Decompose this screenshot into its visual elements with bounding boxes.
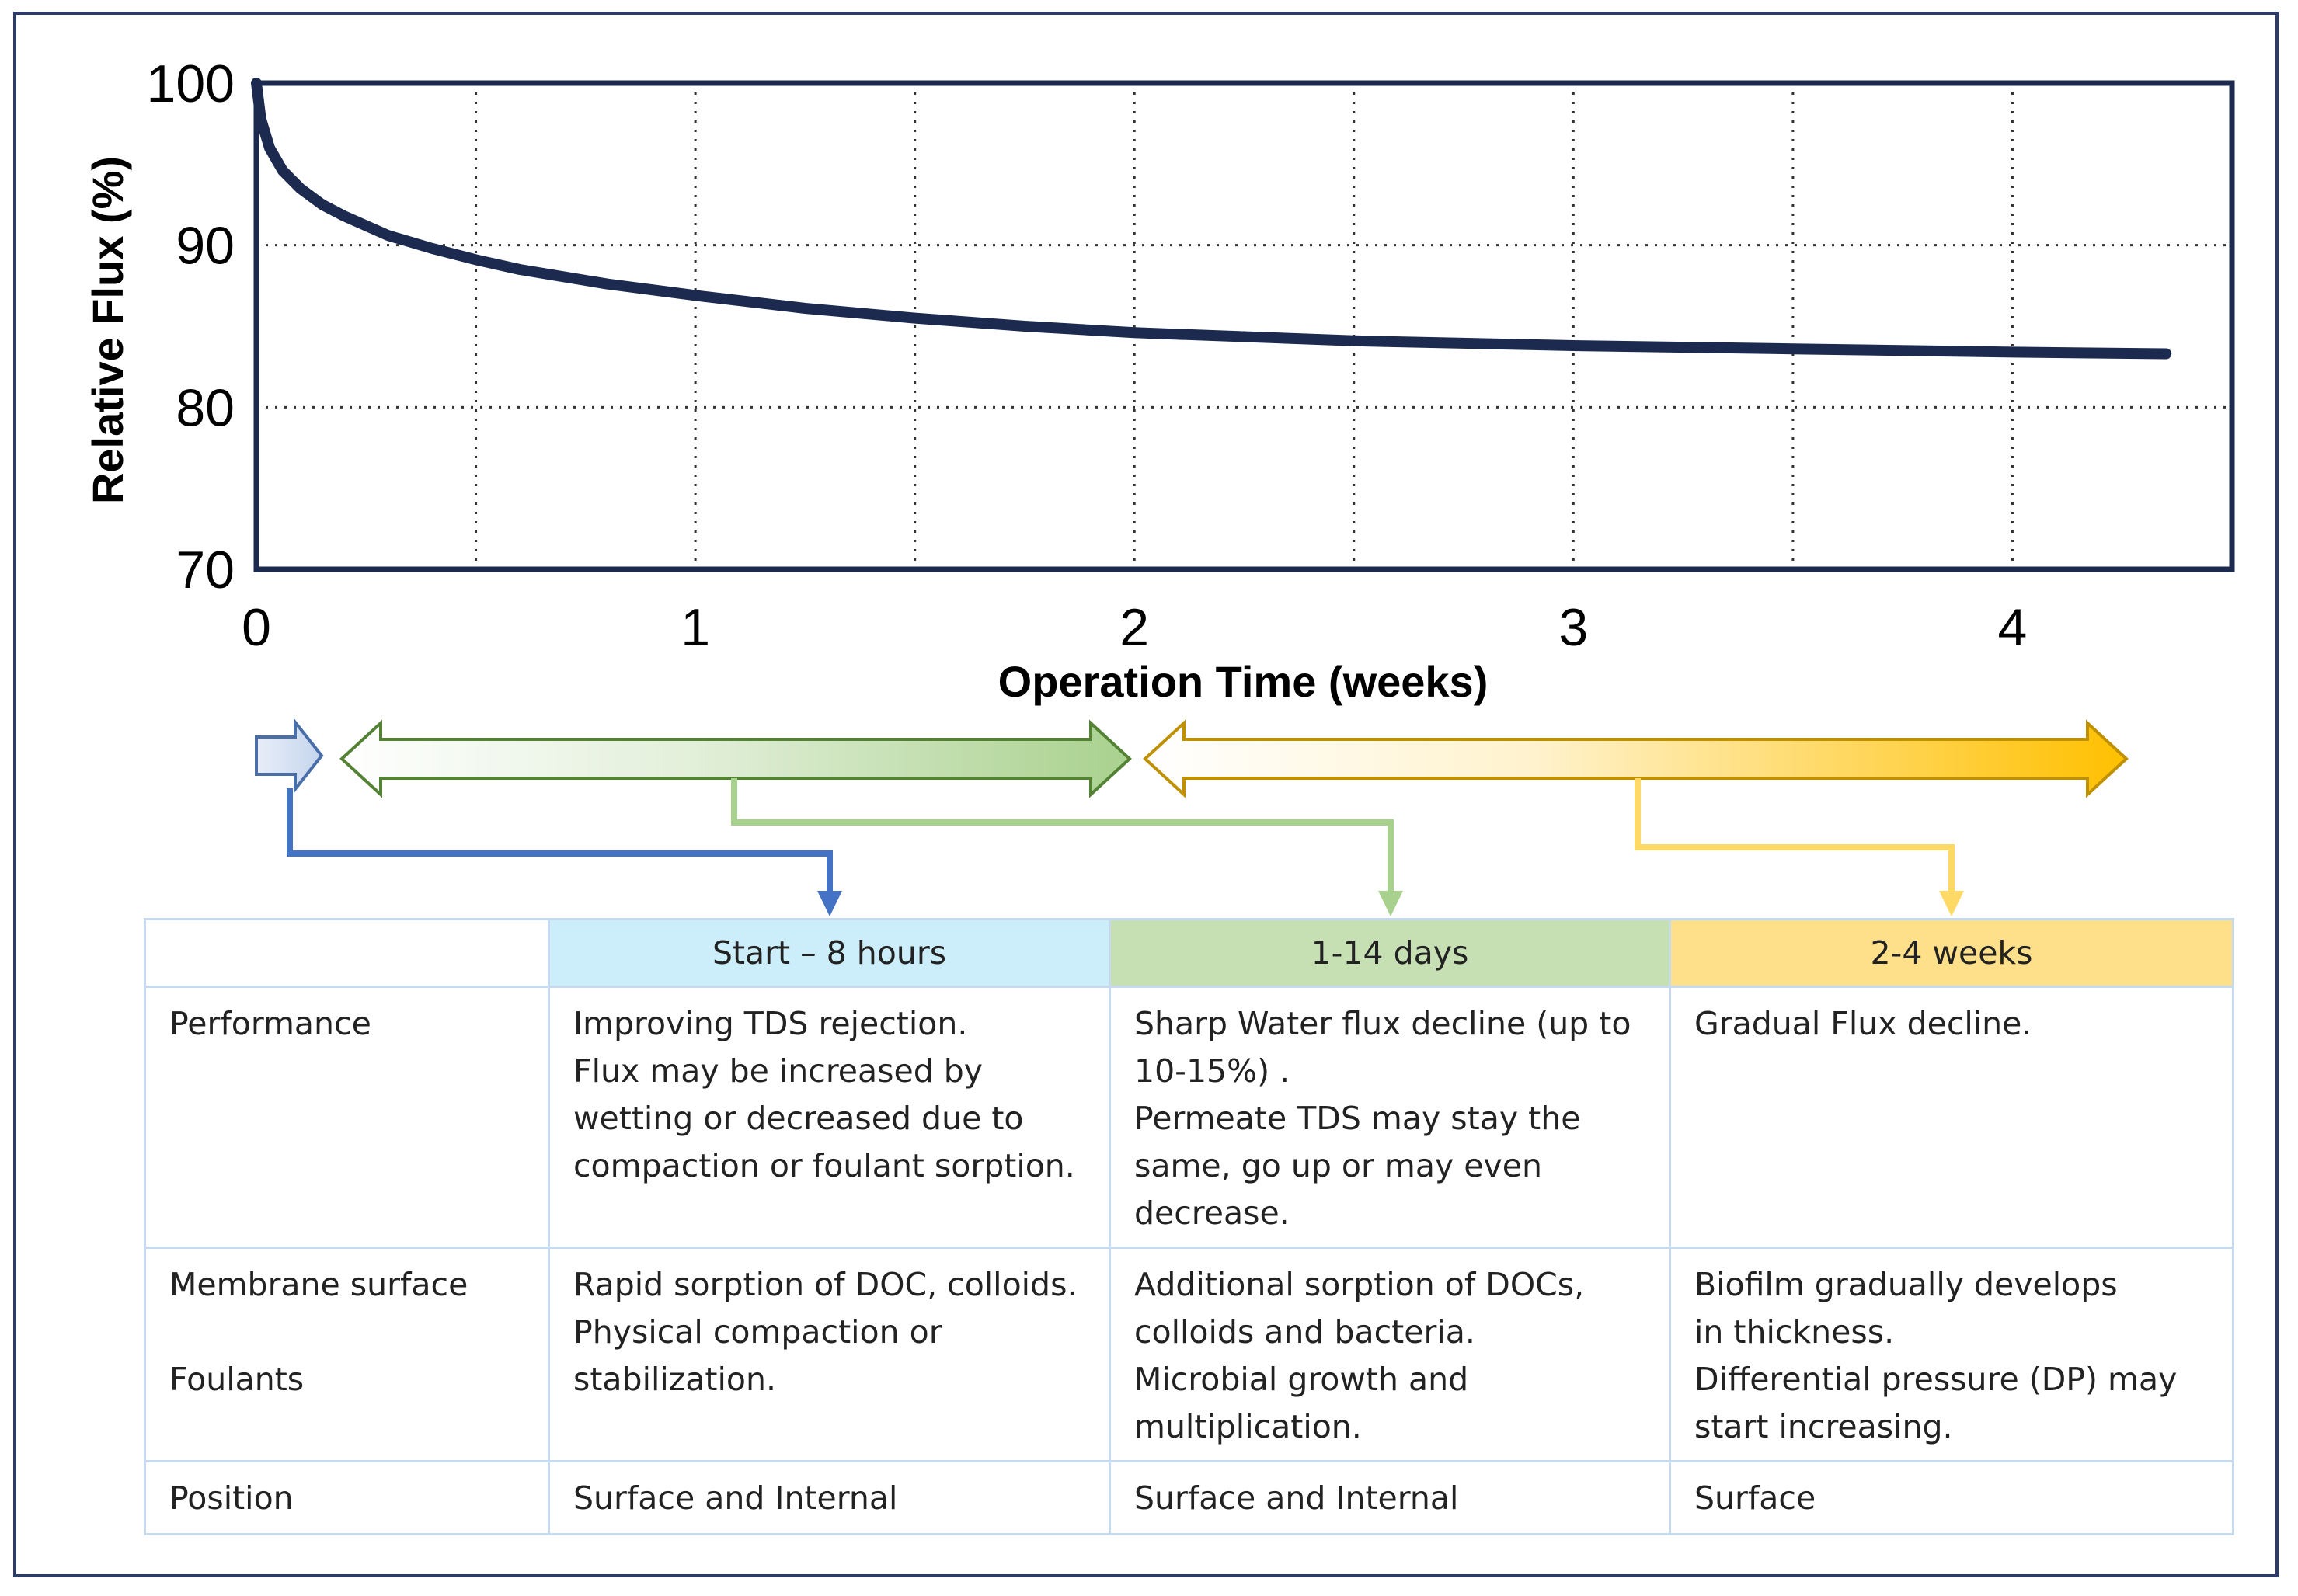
table-cell: Biofilm gradually develops in thickness.… [1669,1247,2234,1462]
x-tick-label: 0 [242,598,271,657]
cell-line: Additional sorption of DOCs, [1134,1266,1585,1303]
x-tick-label: 1 [681,598,710,657]
row-label: Membrane surface Foulants [144,1247,550,1462]
cell-line: multiplication. [1134,1408,1362,1445]
table-cell: Gradual Flux decline. [1669,986,2234,1249]
figure-frame [13,12,2279,1577]
cell-line: in thickness. [1694,1313,1895,1351]
y-tick-label: 90 [176,217,235,276]
header-phase-1: Start – 8 hours [548,918,1111,988]
phase-1-arrow [255,718,324,794]
cell-line: Improving TDS rejection. [573,1005,968,1042]
phase-table: Start – 8 hours 1-14 days 2-4 weeks Perf… [144,918,2234,1535]
row-label-text: Foulants [169,1361,305,1398]
cell-line: decrease. [1134,1194,1290,1232]
x-tick-label: 3 [1558,598,1588,657]
phase-1-connector-head [817,891,842,916]
cell-line: compaction or foulant sorption. [573,1147,1075,1184]
cell-line: Microbial growth and [1134,1361,1469,1398]
x-tick-label: 4 [1998,598,2028,657]
flux-chart: 70 80 90 100 0 1 2 3 4 Relative Flux (%) Operat… [83,54,2235,916]
x-axis-label: Operation Time (weeks) [998,657,1488,706]
table-row-membrane: Membrane surface Foulants Rapid sorption… [144,1247,2234,1462]
table-cell: Improving TDS rejection. Flux may be inc… [548,986,1111,1249]
cell-line: start increasing. [1694,1408,1953,1445]
cell-line: Differential pressure (DP) may [1694,1361,2178,1398]
cell-line: colloids and bacteria. [1134,1313,1475,1351]
table-header-row: Start – 8 hours 1-14 days 2-4 weeks [144,918,2234,988]
x-tick-labels: 0 1 2 3 4 [242,598,2027,657]
series-layer [251,78,2172,360]
phase-3-arrow [1143,719,2129,798]
cell-line: Surface [1694,1480,1816,1517]
row-label-text: Position [169,1480,294,1517]
row-label-text: Membrane surface [169,1266,468,1303]
table-cell: Surface and Internal [548,1460,1111,1535]
phase-2-connector [731,778,1394,893]
row-label: Performance [144,986,550,1249]
header-phase-2: 1-14 days [1109,918,1671,988]
grid-lines [256,83,2232,569]
cell-line: Permeate TDS may stay the [1134,1100,1581,1137]
phase-3-connector [1635,778,1955,893]
series-line-0 [251,78,2172,360]
plot-border [253,80,2235,572]
table-cell: Additional sorption of DOCs, colloids an… [1109,1247,1671,1462]
header-phase-3: 2-4 weeks [1669,918,2234,988]
cell-line: Surface and Internal [1134,1480,1459,1517]
cell-line: Surface and Internal [573,1480,898,1517]
cell-line: Flux may be increased by [573,1052,984,1090]
y-tick-labels: 70 80 90 100 [147,54,235,600]
x-tick-label: 2 [1119,598,1149,657]
header-blank [144,918,550,988]
table-cell: Surface and Internal [1109,1460,1671,1535]
row-label-text: Performance [169,1005,371,1042]
cell-line: wetting or decreased due to [573,1100,1024,1137]
row-label: Position [144,1460,550,1535]
cell-line: stabilization. [573,1361,776,1398]
y-tick-label: 80 [176,378,235,437]
cell-line: Gradual Flux decline. [1694,1005,2032,1042]
table-cell: Sharp Water flux decline (up to 10-15%) … [1109,986,1671,1249]
cell-line: same, go up or may even [1134,1147,1542,1184]
table-row-position: Position Surface and Internal Surface an… [144,1460,2234,1535]
table-cell: Surface [1669,1460,2234,1535]
table-cell: Rapid sorption of DOC, colloids. Physica… [548,1247,1111,1462]
y-tick-label: 100 [147,54,235,113]
phase-2-arrow [339,719,1132,798]
phase-1-connector [287,788,833,893]
table-row-performance: Performance Improving TDS rejection. Flu… [144,986,2234,1249]
y-axis-label: Relative Flux (%) [83,156,132,504]
cell-line: Rapid sorption of DOC, colloids. [573,1266,1078,1303]
cell-line: Sharp Water flux decline (up to [1134,1005,1631,1042]
phase-2-connector-head [1378,891,1403,916]
cell-line: Biofilm gradually develops [1694,1266,2118,1303]
cell-line: 10-15%) . [1134,1052,1290,1090]
phase-3-connector-head [1939,891,1964,916]
cell-line: Physical compaction or [573,1313,942,1351]
y-tick-label: 70 [176,541,235,600]
